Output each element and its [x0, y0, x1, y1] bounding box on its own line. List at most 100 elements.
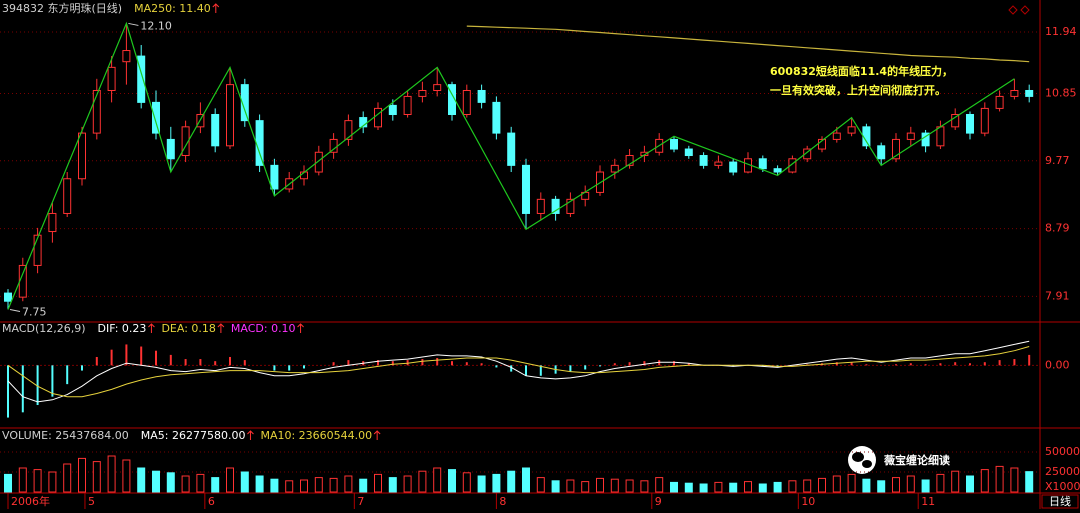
candle-body	[877, 145, 886, 160]
macd-line	[7, 340, 1030, 403]
volume-bar	[551, 480, 560, 493]
candle-body	[374, 107, 382, 128]
candle-body	[995, 95, 1004, 109]
candle-body	[906, 132, 915, 140]
volume-bar	[803, 479, 812, 493]
candle-body	[507, 132, 516, 166]
volume-bar	[48, 471, 57, 493]
candle-body	[625, 155, 634, 166]
volume-bar	[4, 473, 12, 493]
unit-label: X1000	[1045, 480, 1080, 493]
volume-bar	[344, 475, 353, 493]
candle-body	[314, 151, 323, 173]
indicator-label: DIF: 0.23	[98, 322, 147, 335]
annotation-label: 7.75	[22, 305, 47, 318]
candle-body	[48, 212, 57, 233]
candle-body	[980, 107, 989, 134]
candle-body	[181, 126, 190, 157]
candle-body	[270, 164, 279, 190]
candle-body	[137, 55, 146, 103]
candle-body	[18, 264, 27, 298]
volume-bar	[448, 469, 456, 493]
indicator-label: DEA: 0.18	[161, 322, 215, 335]
volume-bar	[270, 478, 279, 493]
volume-bar	[314, 477, 323, 493]
y-tick-label: 11.94	[1045, 25, 1077, 38]
volume-bar	[862, 478, 871, 493]
indicator-arrow	[212, 3, 220, 13]
volume-bar	[788, 480, 797, 493]
volume-bar	[137, 467, 146, 493]
macd-line	[7, 346, 1030, 398]
candle-body	[359, 117, 368, 128]
candle-body	[951, 113, 960, 128]
volume-bar	[670, 481, 678, 493]
volume-bar	[832, 475, 841, 493]
volume-bar	[18, 467, 27, 493]
candle-body	[388, 104, 397, 115]
volume-bar	[744, 481, 752, 493]
candle-body	[522, 164, 530, 214]
indicator-arrow	[217, 323, 225, 333]
y-tick-label: 25000	[1045, 465, 1080, 478]
candle-body	[684, 148, 693, 157]
volume-bar	[78, 457, 86, 493]
volume-bar	[906, 475, 915, 493]
candle-body	[758, 158, 767, 170]
volume-bar	[507, 470, 516, 493]
watermark-icon	[848, 446, 876, 474]
candle-body	[152, 101, 160, 134]
volume-bar	[33, 469, 42, 493]
candle-body	[610, 164, 619, 173]
candle-body	[211, 113, 220, 147]
volume-bar	[477, 475, 486, 493]
volume-bar	[211, 477, 220, 493]
volume-bar	[936, 473, 945, 493]
volume-bar	[699, 483, 708, 493]
candle-body	[862, 126, 871, 147]
volume-bar	[980, 469, 989, 493]
volume-bar	[388, 477, 397, 493]
volume-bar	[240, 471, 249, 493]
candle-body	[892, 138, 900, 160]
y-tick-label: 8.79	[1045, 222, 1070, 235]
candle-body	[226, 84, 234, 147]
y-tick-label: 50000	[1045, 445, 1080, 458]
volume-bar	[255, 475, 264, 493]
volume-bar	[63, 463, 72, 493]
volume-bar	[152, 470, 160, 493]
x-tick-label: 8	[499, 495, 506, 508]
candle-body	[477, 89, 486, 103]
candle-body	[403, 95, 412, 115]
candle-body	[462, 89, 471, 115]
volume-bar	[877, 480, 886, 493]
indicator-label: MACD: 0.10	[231, 322, 296, 335]
volume-bar	[581, 481, 590, 493]
candle-body	[788, 158, 797, 173]
volume-bar	[773, 481, 782, 493]
indicator-label: MA250: 11.40	[134, 2, 211, 15]
candle-body	[492, 101, 501, 134]
note: 一旦有效突破，上升空间彻底打开。	[770, 83, 946, 97]
volume-bar	[196, 473, 205, 493]
volume-bar	[655, 477, 664, 493]
candle-body	[936, 126, 945, 147]
panel-title: MACD(12,26,9)	[2, 322, 86, 335]
candle-body	[240, 84, 249, 122]
volume-bar	[1025, 471, 1034, 493]
candle-body	[773, 168, 782, 173]
volume-bar	[1010, 467, 1019, 493]
y-tick-label: 0.00	[1045, 358, 1070, 371]
x-tick-label: 7	[357, 495, 364, 508]
volume-bar	[403, 475, 412, 493]
candle-body	[832, 132, 841, 140]
corner-icons	[1008, 5, 1030, 15]
period-label: 日线	[1049, 494, 1071, 508]
ma250-line	[466, 25, 1030, 63]
x-tick-label: 9	[655, 495, 662, 508]
volume-bar	[921, 479, 930, 493]
volume-bar	[522, 467, 530, 493]
candle-body	[966, 113, 974, 134]
